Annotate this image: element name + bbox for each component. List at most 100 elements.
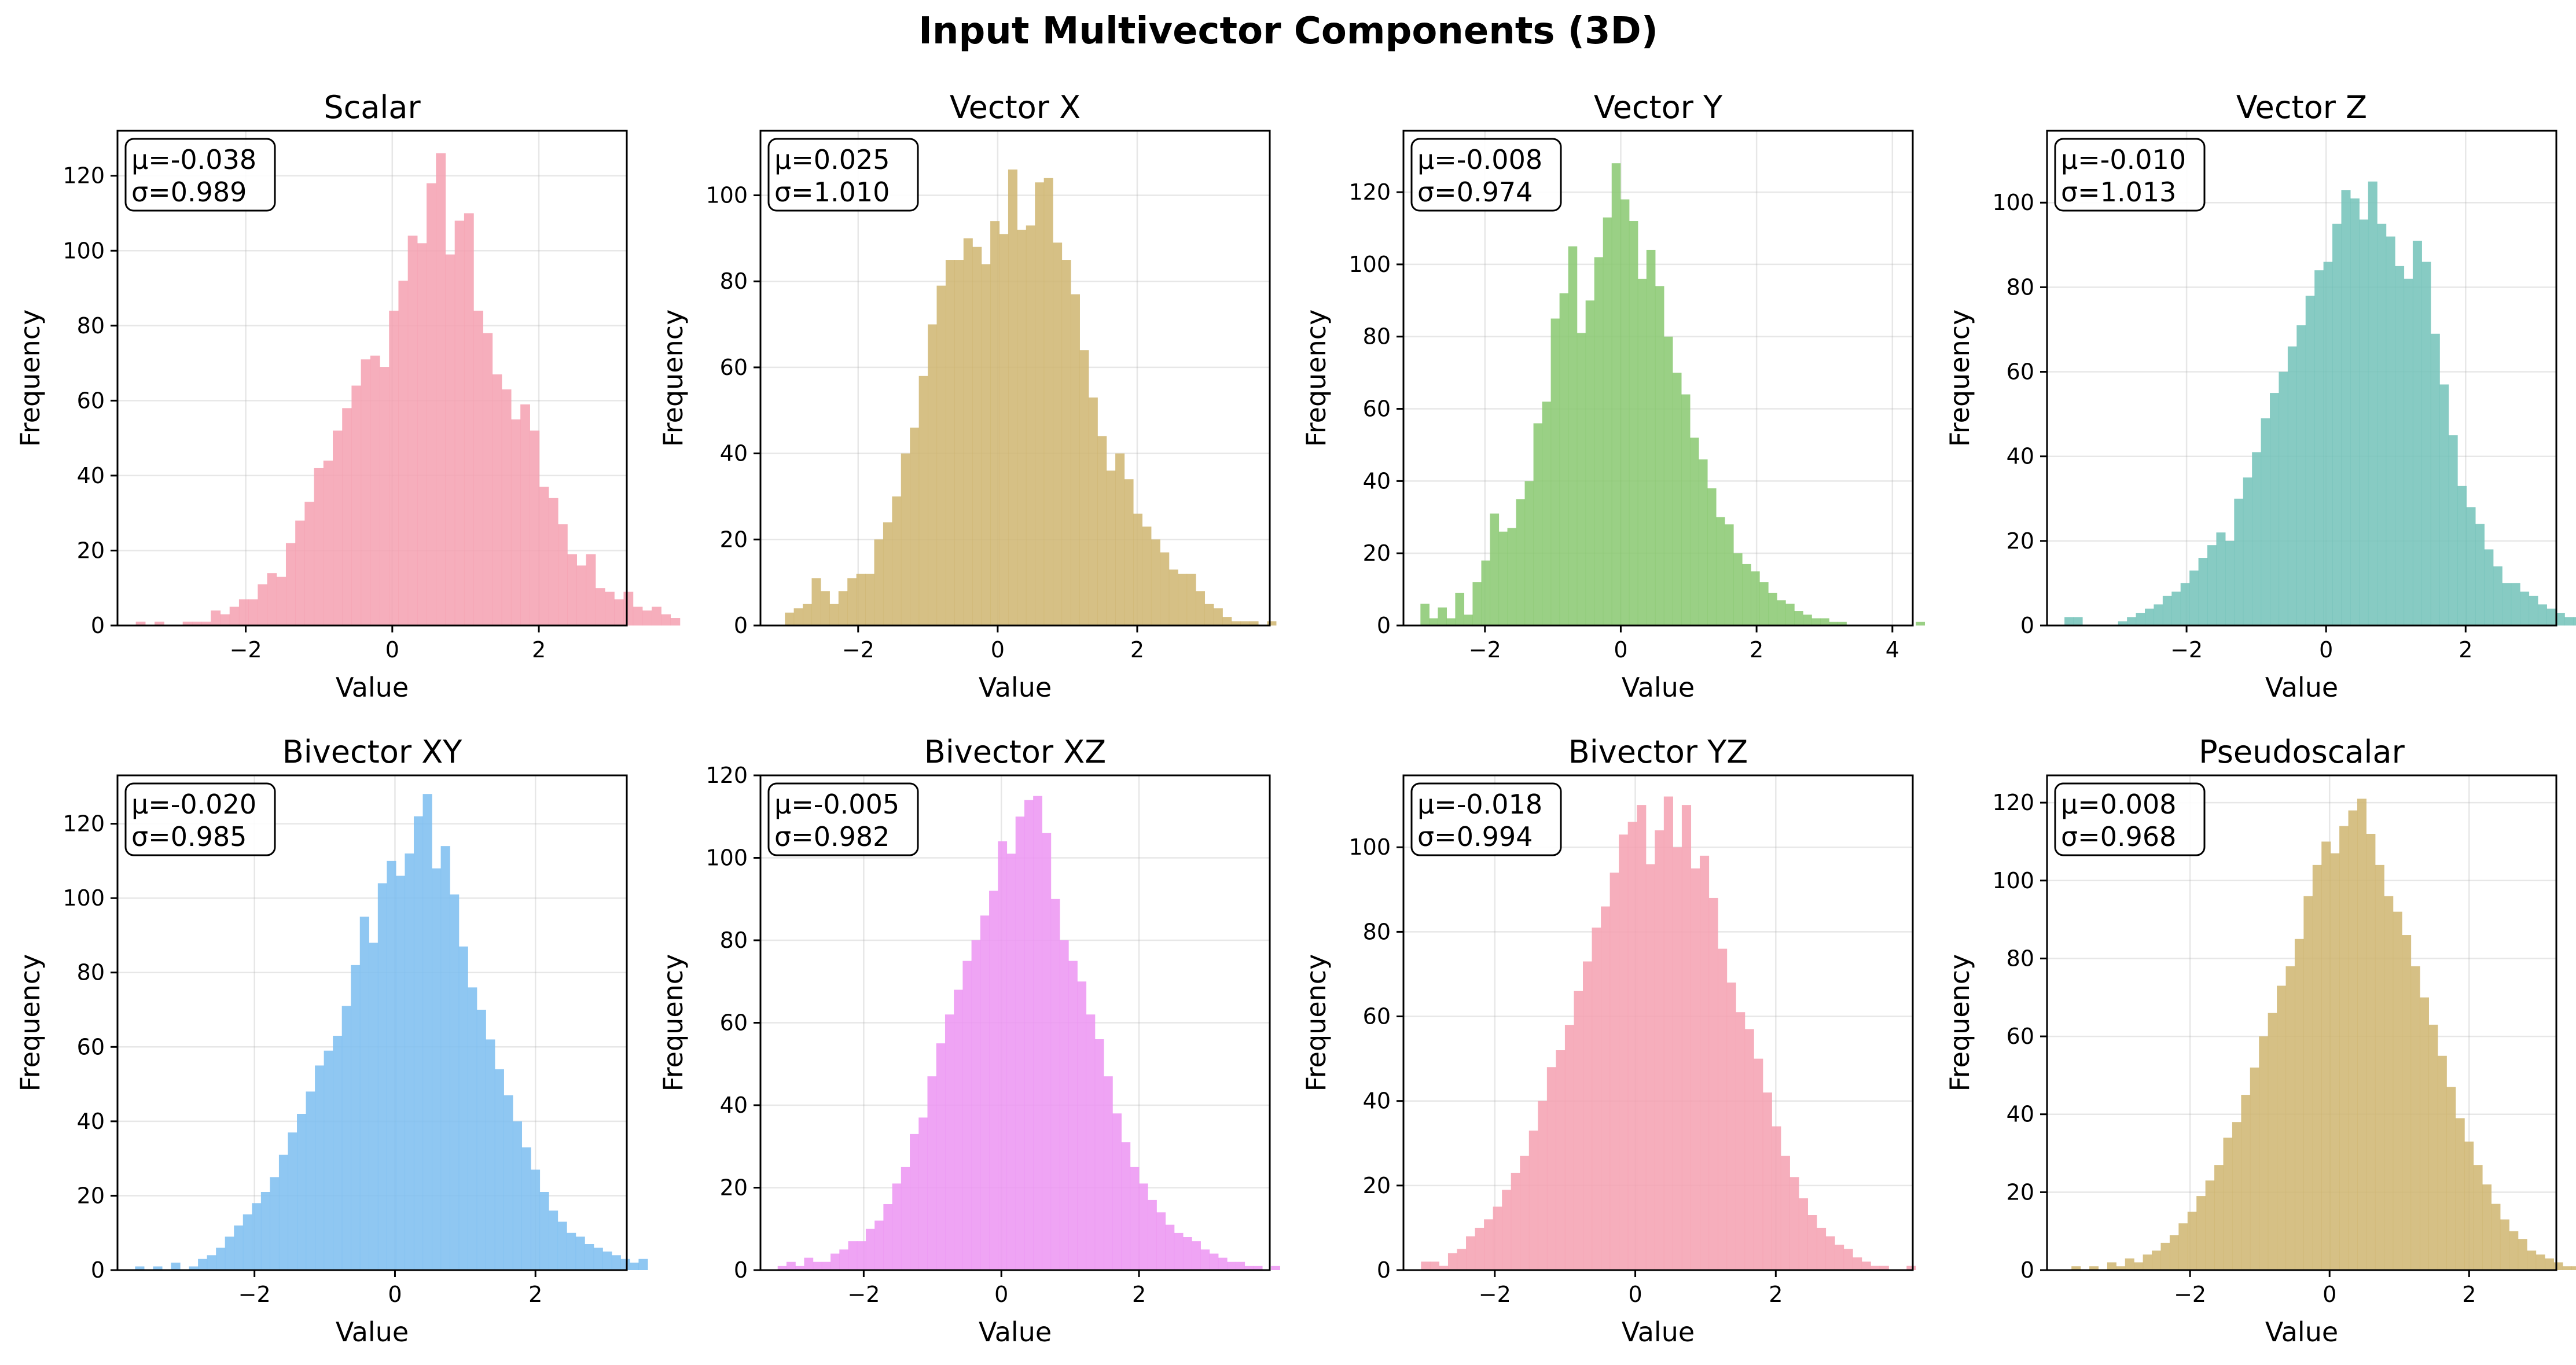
histogram-bar [2375,864,2384,1270]
histogram-bar [910,1134,919,1270]
histogram-bar [494,1069,504,1270]
histogram-bar [1068,961,1078,1270]
histogram-bar [803,604,813,626]
histogram-bar [252,1203,262,1270]
histogram-bar [2493,566,2502,626]
histogram-bar [171,1263,181,1270]
histogram-bar [135,621,146,626]
histogram-bar [306,1091,315,1270]
histogram-bar [623,591,634,626]
histogram-bar [1762,1092,1772,1270]
x-axis-label: Value [2265,1316,2338,1348]
histogram-bar [820,591,830,626]
histogram-bar [1464,615,1473,626]
histogram-bar [1577,333,1586,626]
histogram-bar [549,1211,558,1270]
histogram-bar [1673,847,1682,1270]
std-label: σ=0.994 [1417,821,1533,852]
histogram-bar [1811,618,1821,626]
y-tick-label: 100 [63,238,105,263]
histogram-bar [333,431,343,626]
histogram-bar [901,453,910,626]
histogram-bar [2216,532,2226,626]
histogram-bar [155,621,164,626]
histogram-bar [486,1039,495,1270]
y-tick-label: 40 [2007,444,2034,469]
histogram-bar [2537,604,2547,626]
histogram-bar [1798,1198,1809,1270]
histogram-bar [575,1237,585,1270]
histogram-bar [2171,591,2181,626]
histogram-bar [945,1014,954,1270]
x-tick-label: 2 [1130,637,1144,663]
stats-box [1410,782,1562,856]
x-tick-label: 0 [1628,1282,1642,1307]
histogram-bar [427,183,436,626]
y-tick-label: 0 [734,1257,748,1283]
histogram-bar [2243,477,2252,626]
histogram-bar [2377,223,2387,626]
histogram-bar [1629,221,1638,626]
histogram-bar [2386,236,2395,626]
histogram-bar [2419,997,2429,1270]
x-tick-label: 2 [528,1282,542,1307]
histogram-bar [785,612,795,626]
histogram-bar [633,606,643,626]
x-tick-label: −2 [2170,637,2203,663]
histogram-bar [1475,1227,1484,1270]
histogram-bar [2518,1239,2527,1270]
histogram-bar [857,1241,866,1270]
histogram-bar [1698,459,1708,626]
histogram-bar [2473,1165,2483,1270]
y-tick-label: 0 [734,613,748,638]
histogram-bar [436,153,446,626]
histogram-bar [2277,985,2287,1270]
y-axis-label: Frequency [1944,310,1975,447]
histogram-bar [304,502,315,626]
histogram-bar [2457,485,2467,626]
histogram-bar [1209,1253,1219,1270]
histogram-bar [135,1266,145,1270]
histogram-bar [2321,841,2331,1270]
histogram-bar [2520,591,2530,626]
histogram-bar [1861,1261,1871,1270]
axes-frame [1402,774,1914,1271]
y-tick-label: 0 [91,613,105,638]
y-tick-label: 100 [1348,834,1391,860]
axes-frame [116,774,628,1271]
histogram-bar [1689,437,1699,626]
histogram-bar [989,891,998,1270]
std-label: σ=0.985 [131,821,247,852]
histogram-bar [1236,1261,1245,1270]
stats-box [124,782,276,856]
histogram-bar [2145,608,2155,626]
histogram-bar [661,614,671,626]
histogram-bar [793,608,803,626]
histogram-bar [2296,325,2306,626]
histogram-bar [2511,583,2520,626]
y-tick-label: 20 [77,1183,105,1208]
histogram-bar [539,1192,549,1270]
y-tick-label: 120 [705,763,748,788]
histogram-bar [1024,800,1034,1270]
histogram-bar [777,1265,787,1270]
histogram-bar [2270,393,2280,626]
histogram-bar [795,1265,804,1270]
mean-label: μ=0.008 [2061,789,2177,820]
histogram-bar [1627,822,1637,1270]
histogram-bar [225,1237,234,1270]
histogram-bar [1655,286,1664,626]
histogram-bar [1619,834,1629,1270]
histogram-bar [276,576,286,626]
histogram-bar [614,599,624,626]
y-tick-label: 60 [1363,396,1391,422]
histogram-bar [278,1154,289,1270]
histogram-bar [638,1259,648,1270]
y-tick-label: 20 [2007,528,2034,554]
histogram-bar [1708,897,1718,1270]
histogram-bar [1663,336,1673,626]
y-tick-label: 80 [2007,945,2034,971]
